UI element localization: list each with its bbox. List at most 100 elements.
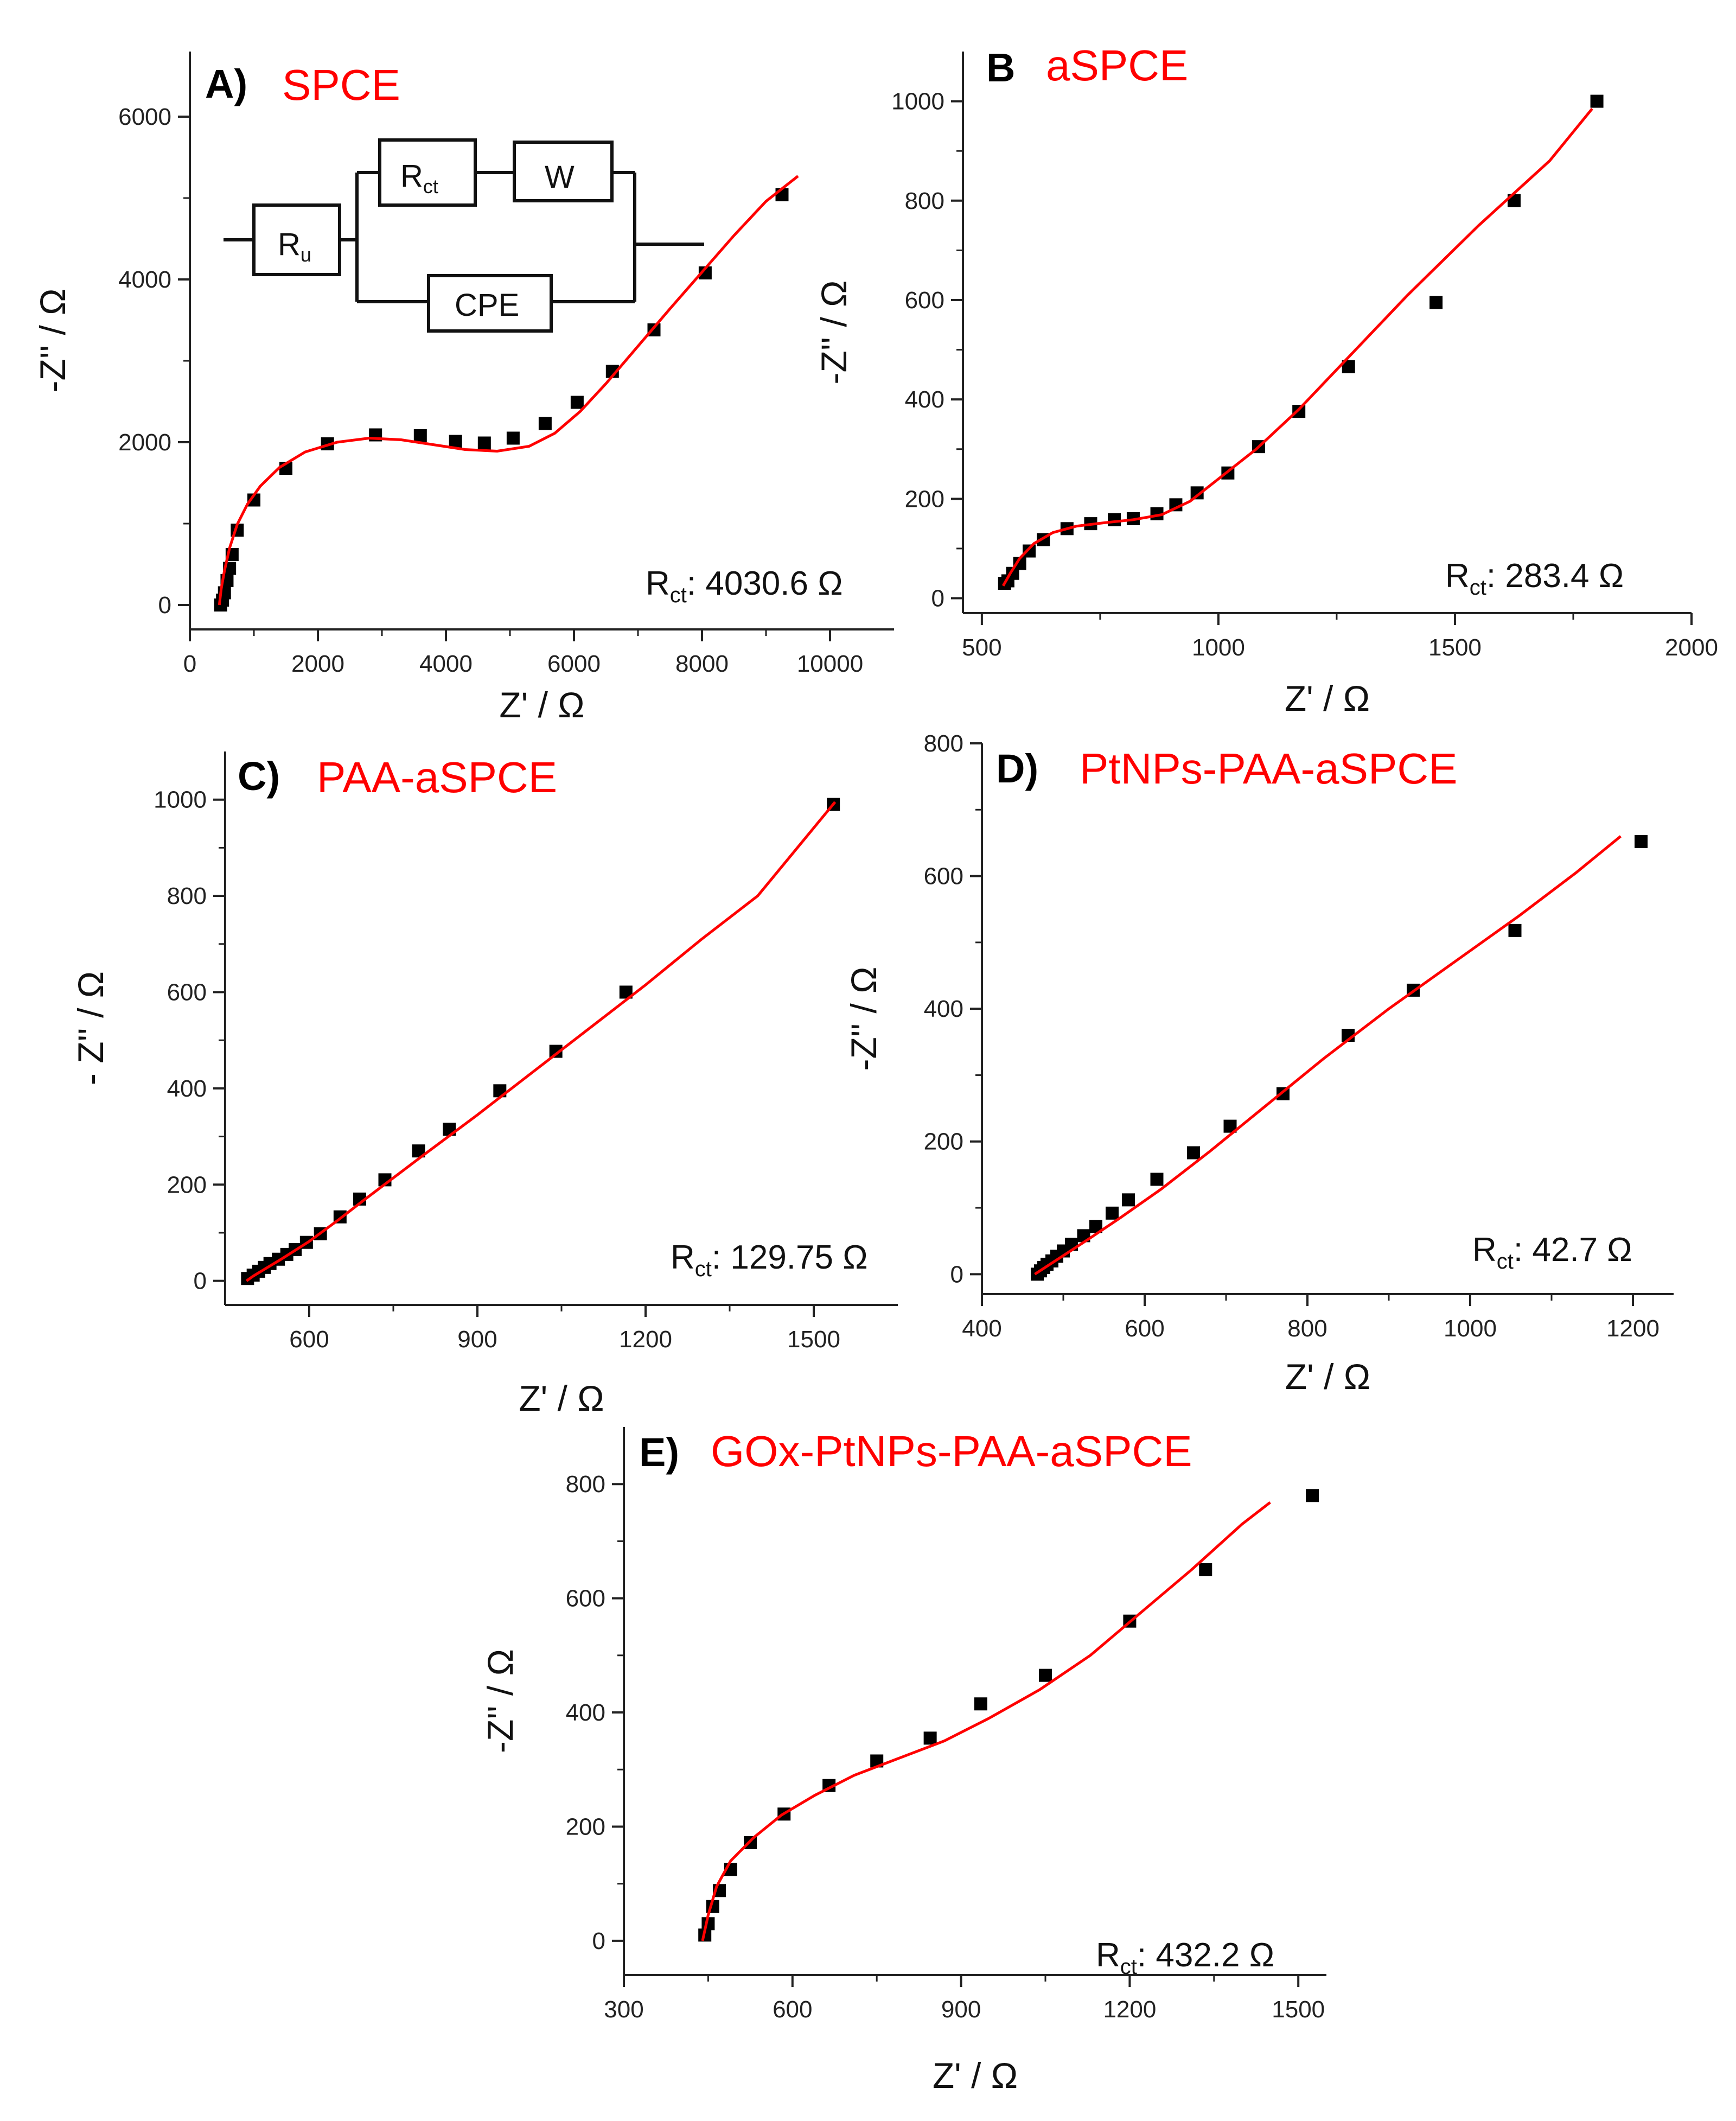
fit-line — [245, 801, 837, 1282]
data-point — [413, 429, 427, 442]
data-point — [1023, 544, 1036, 558]
data-point — [1635, 835, 1648, 848]
y-tick-label: 200 — [905, 486, 944, 512]
fit-line — [701, 1501, 1271, 1941]
ru-label: Ru — [278, 227, 311, 266]
equivalent-circuit-diagram — [224, 138, 704, 333]
data-point — [1590, 94, 1604, 108]
y-axis-title: -Z'' / Ω — [844, 967, 884, 1071]
x-tick-label: 600 — [1125, 1315, 1164, 1342]
panel-letter: C) — [238, 754, 280, 799]
panel-letter: A) — [205, 61, 247, 106]
y-axis-title: -Z'' / Ω — [480, 1649, 520, 1753]
y-tick-label: 200 — [924, 1129, 963, 1155]
rct-box — [378, 138, 477, 207]
rct-annotation: Rct: 42.7 Ω — [1472, 1231, 1632, 1273]
x-axis-title: Z' / Ω — [519, 1378, 604, 1418]
y-axis-title: -Z'' / Ω — [814, 281, 854, 385]
data-point — [1292, 405, 1306, 418]
y-tick-label: 200 — [566, 1813, 605, 1840]
data-point — [974, 1697, 987, 1711]
y-tick-label: 400 — [566, 1699, 605, 1726]
fit-line — [1001, 107, 1593, 587]
x-tick-label: 600 — [773, 1996, 812, 2023]
data-point — [477, 436, 491, 450]
data-point — [1108, 513, 1121, 526]
y-tick-label: 0 — [194, 1268, 207, 1295]
panel-letter: B — [986, 45, 1015, 90]
y-tick-label: 600 — [905, 287, 944, 314]
y-tick-label: 0 — [931, 585, 944, 612]
data-point — [1306, 1489, 1319, 1502]
x-tick-label: 500 — [962, 634, 1001, 661]
x-tick-label: 0 — [183, 651, 196, 677]
x-tick-label: 400 — [962, 1315, 1001, 1342]
data-point — [570, 396, 584, 409]
data-point — [1187, 1146, 1200, 1160]
rct-annotation: Rct: 4030.6 Ω — [646, 565, 843, 607]
x-tick-label: 8000 — [675, 651, 729, 677]
w-label: W — [545, 160, 575, 195]
x-axis-title: Z' / Ω — [1285, 678, 1370, 718]
x-axis-title: Z' / Ω — [1285, 1356, 1370, 1397]
w-box — [513, 141, 614, 202]
data-point — [1106, 1206, 1119, 1220]
x-tick-label: 2000 — [291, 651, 344, 677]
y-tick-label: 600 — [566, 1585, 605, 1612]
x-tick-label: 1200 — [619, 1326, 672, 1353]
data-point — [1199, 1563, 1212, 1577]
data-point — [1508, 923, 1522, 937]
rct-annotation: Rct: 283.4 Ω — [1445, 557, 1624, 600]
y-tick-label: 800 — [566, 1471, 605, 1498]
data-point — [449, 435, 462, 448]
x-axis-title: Z' / Ω — [933, 2055, 1018, 2095]
fit-line — [218, 175, 799, 606]
panel-letter: D) — [996, 746, 1038, 791]
panel-title: PAA-aSPCE — [317, 753, 557, 801]
chart-panel-c: C) PAA-aSPCE Rct: 129.75 Ω 600 900 1200 150… — [71, 751, 898, 1418]
y-tick-label: 200 — [167, 1171, 207, 1198]
chart-panel-e: E) GOx-PtNPs-PAA-aSPCE Rct: 432.2 Ω 300 6… — [480, 1427, 1326, 2095]
y-tick-label: 400 — [167, 1075, 207, 1102]
rct-annotation: Rct: 432.2 Ω — [1096, 1937, 1274, 1979]
cpe-label: CPE — [455, 288, 519, 323]
y-tick-label: 800 — [905, 188, 944, 214]
panel-letter: E) — [639, 1430, 679, 1475]
data-point — [1150, 1173, 1164, 1186]
y-tick-label: 1000 — [891, 88, 944, 115]
y-axis-title: -Z'' / Ω — [33, 289, 73, 393]
chart-panel-b: B aSPCE Rct: 283.4 Ω 500 1000 1500 2000 0 200… — [814, 41, 1718, 718]
x-tick-label: 1200 — [1103, 1996, 1156, 2023]
chart-panel-a: A) SPCE Rct: 4030.6 Ω Ru Rct W CPE 0 2000… — [33, 52, 894, 725]
x-tick-label: 2000 — [1665, 634, 1718, 661]
y-tick-label: 1000 — [154, 787, 207, 813]
y-tick-label: 600 — [167, 979, 207, 1005]
data-point — [538, 417, 552, 430]
y-tick-label: 400 — [924, 996, 963, 1022]
y-tick-label: 0 — [950, 1261, 963, 1288]
y-tick-label: 400 — [905, 386, 944, 413]
x-tick-label: 600 — [289, 1326, 329, 1353]
chart-panel-d: D) PtNPs-PAA-aSPCE Rct: 42.7 Ω 400 600 800… — [844, 730, 1674, 1397]
y-tick-label: 4000 — [118, 266, 171, 293]
x-tick-label: 1200 — [1606, 1315, 1660, 1342]
y-tick-label: 600 — [924, 863, 963, 890]
panel-title: GOx-PtNPs-PAA-aSPCE — [711, 1427, 1192, 1475]
y-tick-label: 800 — [167, 883, 207, 909]
y-tick-label: 6000 — [118, 104, 171, 130]
y-tick-label: 0 — [592, 1928, 605, 1954]
rct-annotation: Rct: 129.75 Ω — [671, 1239, 868, 1281]
data-point — [1429, 296, 1443, 309]
data-point — [923, 1731, 937, 1745]
data-point — [506, 431, 520, 445]
x-axis-title: Z' / Ω — [499, 685, 584, 725]
x-tick-label: 300 — [604, 1996, 643, 2023]
panel-title: aSPCE — [1046, 41, 1188, 90]
x-tick-label: 6000 — [547, 651, 601, 677]
fit-line — [1034, 835, 1622, 1276]
y-tick-label: 0 — [158, 592, 171, 619]
x-tick-label: 900 — [457, 1326, 497, 1353]
x-tick-label: 1500 — [1272, 1996, 1325, 2023]
x-tick-label: 1500 — [787, 1326, 840, 1353]
